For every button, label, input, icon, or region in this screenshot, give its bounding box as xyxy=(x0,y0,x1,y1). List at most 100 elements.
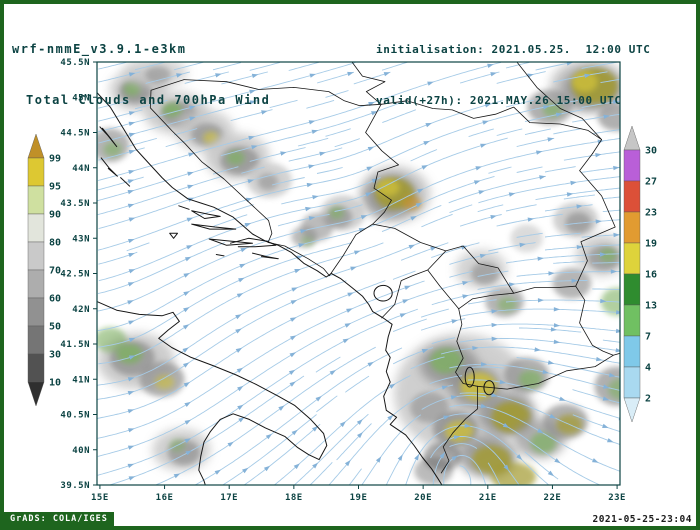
valid-time: valid(+27h): 2021.MAY.26 15:00 UTC xyxy=(376,94,622,107)
cloud-blob xyxy=(97,327,127,353)
country-border xyxy=(183,79,382,107)
grads-credit: GrADS: COLA/IGES xyxy=(4,512,114,526)
country-border xyxy=(329,223,447,276)
cloud-colorbar-label: 30 xyxy=(49,350,61,361)
run-times: initialisation: 2021.05.25. 12:00 UTC va… xyxy=(376,7,650,143)
coastline xyxy=(99,126,118,148)
wind-colorbar-segment xyxy=(623,149,641,182)
cloud-colorbar-label: 99 xyxy=(49,154,61,165)
cloud-colorbar-segment xyxy=(27,241,45,271)
cloud-colorbar-segment xyxy=(27,269,45,299)
country-border xyxy=(513,285,577,294)
cloud-colorbar-segment xyxy=(27,185,45,215)
lat-tick-label: 44.5N xyxy=(60,129,90,139)
cloud-colorbar-label: 70 xyxy=(49,266,61,277)
wind-colorbar-label: 19 xyxy=(645,239,657,250)
country-border xyxy=(575,153,616,287)
wind-colorbar-label: 27 xyxy=(645,177,657,188)
cloud-colorbar-label: 10 xyxy=(49,378,61,389)
coastline xyxy=(178,205,190,210)
cloud-colorbar-label: 50 xyxy=(49,322,61,333)
country-border xyxy=(427,250,460,310)
wind-colorbar-segment xyxy=(623,335,641,368)
creation-timestamp: 2021-05-25-23:04 xyxy=(592,514,692,525)
cloud-blob xyxy=(471,262,500,285)
cloud-blob xyxy=(565,212,592,234)
country-border xyxy=(516,62,602,140)
country-border xyxy=(381,269,429,319)
wind-colorbar-label: 13 xyxy=(645,301,657,312)
lat-tick-label: 45N xyxy=(72,93,90,103)
wind-colorbar-segment xyxy=(623,211,641,244)
product-title: Total Clouds and 700hPa Wind xyxy=(26,93,271,107)
cloud-blob xyxy=(376,179,400,196)
country-border xyxy=(440,385,478,474)
cloud-blob xyxy=(116,344,143,364)
lat-tick-label: 43.5N xyxy=(60,199,90,209)
wind-colorbar-label: 7 xyxy=(645,332,651,343)
initialisation-time: initialisation: 2021.05.25. 12:00 UTC xyxy=(376,43,651,56)
wind-colorbar-label: 4 xyxy=(645,363,651,374)
cloud-blob xyxy=(597,102,620,132)
cloud-colorbar-label: 95 xyxy=(49,182,61,193)
cloud-colorbar-segment xyxy=(27,297,45,327)
wind-colorbar-label: 2 xyxy=(645,394,651,405)
country-border xyxy=(458,292,515,310)
lon-tick-label: 19E xyxy=(350,493,368,503)
cloud-blob xyxy=(401,195,422,211)
wind-colorbar-label: 23 xyxy=(645,208,657,219)
lon-tick-label: 17E xyxy=(220,493,238,503)
cloud-blob xyxy=(300,212,334,242)
wind-colorbar-bottom-arrow xyxy=(623,397,641,423)
lat-tick-label: 45.5N xyxy=(60,58,90,68)
cloud-colorbar-label: 80 xyxy=(49,238,61,249)
geography-layer xyxy=(97,62,620,485)
cloud-colorbar-segment xyxy=(27,213,45,243)
cloud-colorbar-segment xyxy=(27,325,45,355)
coastline xyxy=(97,301,328,485)
cloud-colorbar-bottom-arrow xyxy=(27,381,45,407)
lat-tick-label: 41.5N xyxy=(60,340,90,350)
coastline xyxy=(120,177,131,187)
cloud-blob xyxy=(154,375,175,390)
cloud-colorbar-label: 60 xyxy=(49,294,61,305)
cloud-blob xyxy=(599,248,617,263)
coastline xyxy=(252,252,279,260)
lon-tick-label: 16E xyxy=(156,493,174,503)
cloud-blob xyxy=(518,370,543,389)
coastline xyxy=(169,232,178,239)
cloud-colorbar-label: 90 xyxy=(49,210,61,221)
lon-tick-label: 23E xyxy=(608,493,626,503)
lake xyxy=(483,380,495,396)
cloud-blob xyxy=(571,71,598,93)
wind-arrowheads-layer xyxy=(127,62,620,481)
coastline xyxy=(191,223,237,230)
cloud-colorbar-segment xyxy=(27,353,45,383)
lat-tick-label: 41N xyxy=(72,375,90,385)
wind-colorbar-label: 16 xyxy=(645,270,657,281)
model-version: wrf-nmmE_v3.9.1-e3km xyxy=(12,42,187,56)
cloud-blob xyxy=(497,297,517,312)
coastline xyxy=(208,238,253,246)
cloud-blob xyxy=(430,348,463,374)
cloud-colorbar-segment xyxy=(27,157,45,187)
cloud-blob xyxy=(226,150,245,165)
country-border xyxy=(445,245,515,294)
coastline xyxy=(215,254,225,257)
wind-colorbar-segment xyxy=(623,273,641,306)
coastline xyxy=(191,210,221,219)
lon-tick-label: 22E xyxy=(544,493,562,503)
lat-tick-label: 43N xyxy=(72,234,90,244)
lon-tick-label: 21E xyxy=(479,493,497,503)
wind-colorbar-label: 30 xyxy=(645,146,657,157)
country-border xyxy=(477,354,614,390)
lake xyxy=(464,366,475,388)
lat-tick-label: 40N xyxy=(72,446,90,456)
lat-tick-label: 42N xyxy=(72,305,90,315)
country-border xyxy=(351,62,386,105)
lon-tick-label: 15E xyxy=(91,493,109,503)
wind-colorbar-segment xyxy=(623,366,641,399)
cloud-colorbar: 99 95 90 80 70 60 50 30 10 xyxy=(27,133,61,407)
